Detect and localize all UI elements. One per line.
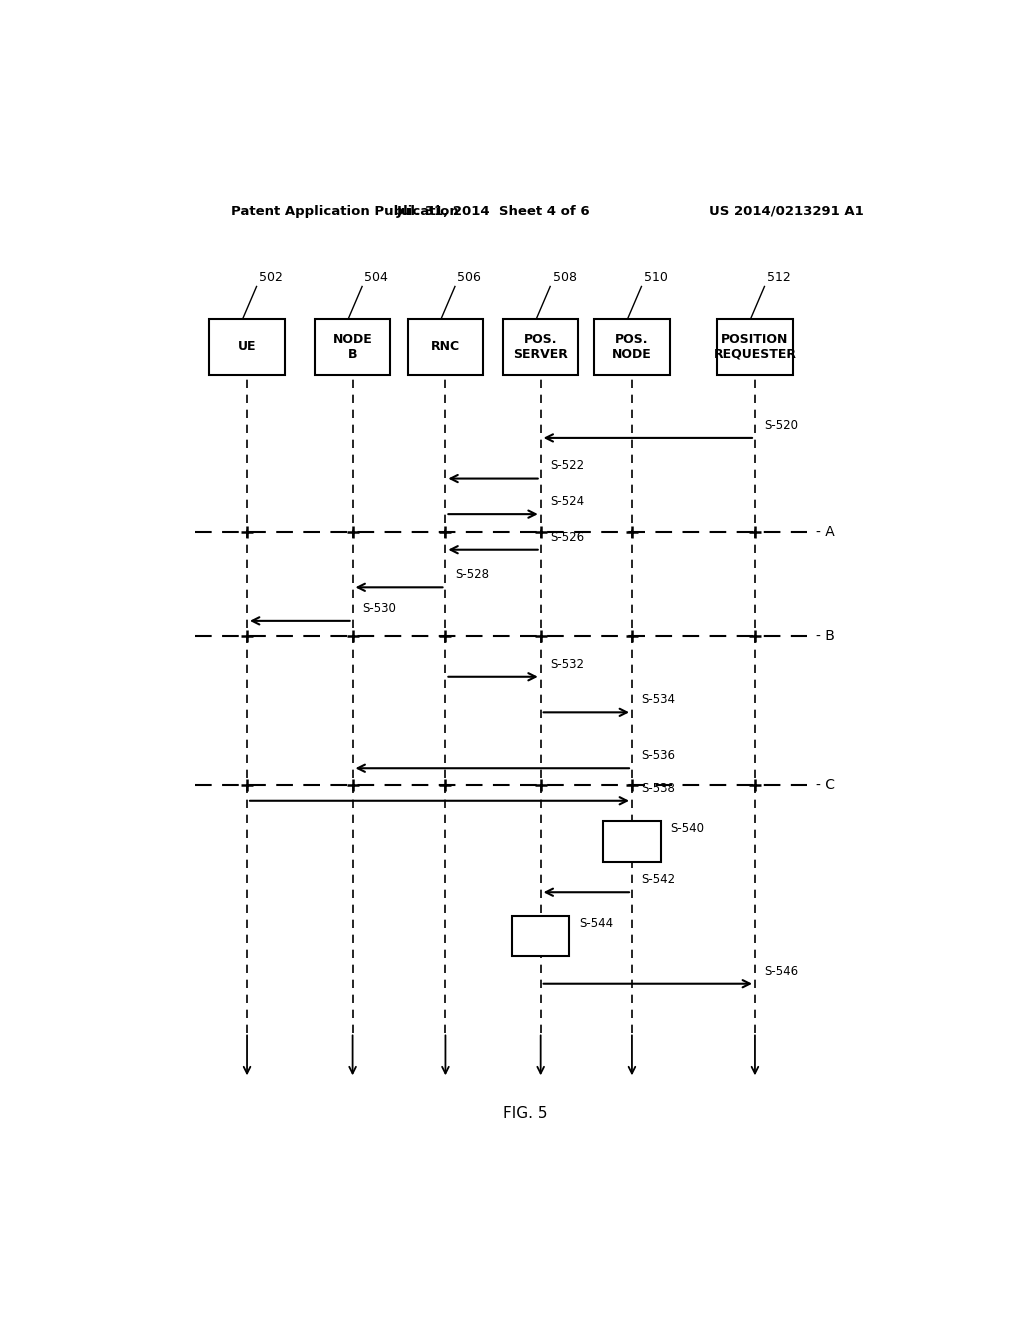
- Text: S-530: S-530: [362, 602, 396, 615]
- Text: POS.
NODE: POS. NODE: [612, 333, 652, 360]
- Text: - A: - A: [816, 525, 835, 540]
- Text: S-546: S-546: [765, 965, 799, 978]
- Text: 506: 506: [458, 272, 481, 284]
- Text: POS.
SERVER: POS. SERVER: [513, 333, 568, 360]
- Bar: [512, 916, 569, 956]
- Text: FIG. 5: FIG. 5: [503, 1106, 547, 1121]
- Bar: [603, 821, 660, 862]
- Bar: [717, 319, 793, 375]
- Text: S-532: S-532: [550, 657, 585, 671]
- Text: 510: 510: [644, 272, 668, 284]
- Text: Jul. 31, 2014  Sheet 4 of 6: Jul. 31, 2014 Sheet 4 of 6: [396, 205, 590, 218]
- Bar: [209, 319, 285, 375]
- Text: S-520: S-520: [765, 418, 799, 432]
- Text: S-542: S-542: [641, 873, 676, 886]
- Text: - B: - B: [816, 630, 835, 643]
- Bar: [594, 319, 670, 375]
- Text: S-544: S-544: [579, 917, 613, 929]
- Text: S-534: S-534: [641, 693, 676, 706]
- Text: S-528: S-528: [455, 568, 489, 581]
- Bar: [408, 319, 483, 375]
- Text: 508: 508: [553, 272, 577, 284]
- Text: S-522: S-522: [550, 459, 585, 473]
- Text: S-540: S-540: [670, 822, 705, 836]
- Text: S-524: S-524: [550, 495, 585, 508]
- Text: Patent Application Publication: Patent Application Publication: [231, 205, 459, 218]
- Text: - C: - C: [816, 777, 835, 792]
- Text: RNC: RNC: [431, 341, 460, 354]
- Bar: [503, 319, 579, 375]
- Text: NODE
B: NODE B: [333, 333, 373, 360]
- Text: 512: 512: [767, 272, 791, 284]
- Text: S-536: S-536: [641, 750, 676, 762]
- Text: S-538: S-538: [641, 781, 676, 795]
- Text: 502: 502: [259, 272, 283, 284]
- Text: 504: 504: [365, 272, 388, 284]
- Text: POSITION
REQUESTER: POSITION REQUESTER: [714, 333, 797, 360]
- Text: US 2014/0213291 A1: US 2014/0213291 A1: [710, 205, 864, 218]
- Text: UE: UE: [238, 341, 256, 354]
- Text: S-526: S-526: [550, 531, 585, 544]
- Bar: [315, 319, 390, 375]
